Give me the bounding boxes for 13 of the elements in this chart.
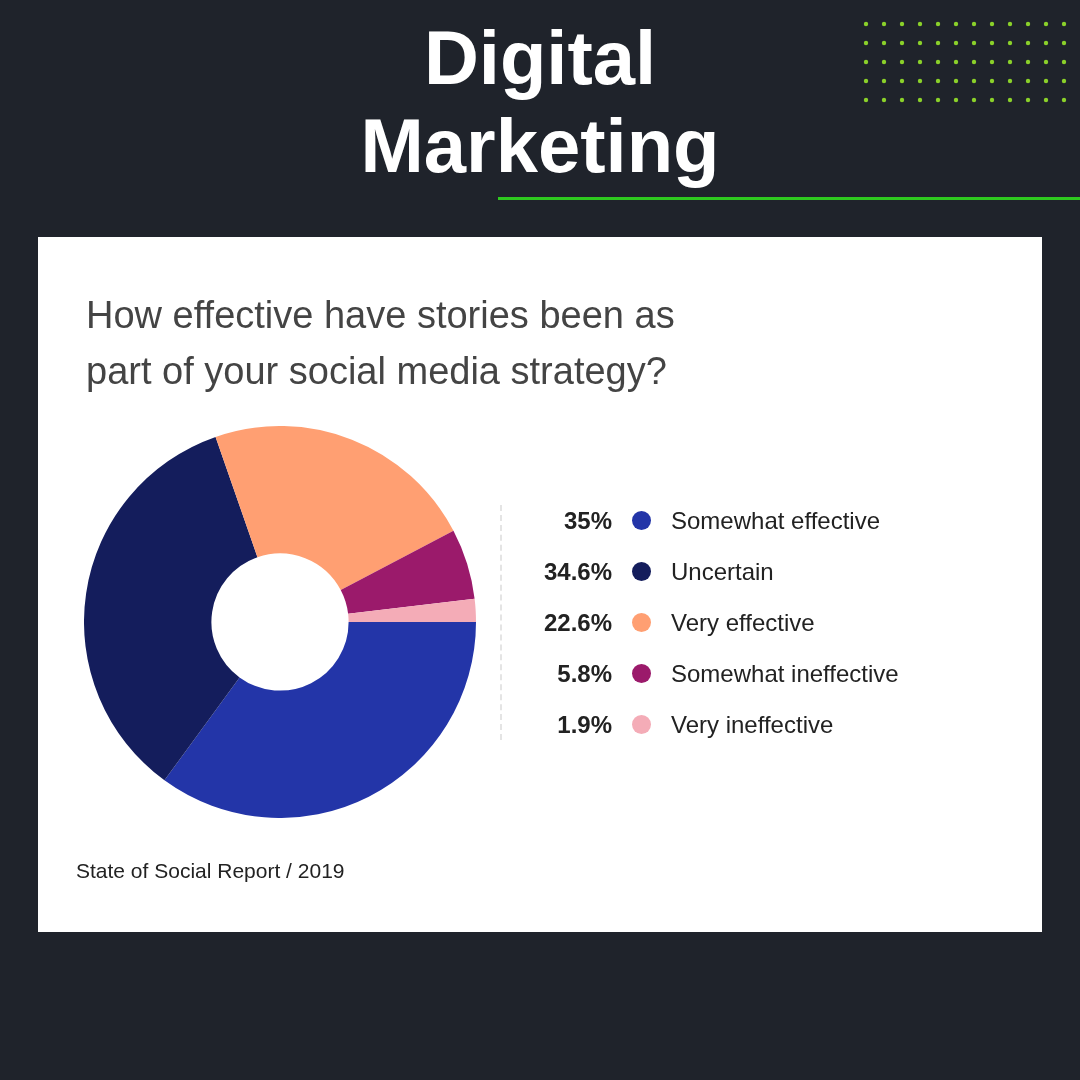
data-label: 35% [562, 506, 612, 535]
data-label: 34.6% [542, 557, 612, 586]
legend-label: Very ineffective [671, 710, 834, 739]
legend-label: Very effective [671, 608, 815, 637]
legend-label: Somewhat effective [671, 506, 881, 535]
legend-label: Uncertain [671, 557, 774, 586]
text: State of Social Report / 2019 [76, 859, 345, 883]
chart-subtitle: How effective have stories been as part of your social media strategy? [86, 293, 676, 394]
data-label: 22.6% [542, 608, 612, 637]
legend-label: Somewhat ineffective [671, 659, 899, 688]
chart-title: Digital Marketing [359, 14, 721, 190]
data-label: 5.8% [556, 659, 612, 688]
data-label: 1.9% [556, 710, 612, 739]
